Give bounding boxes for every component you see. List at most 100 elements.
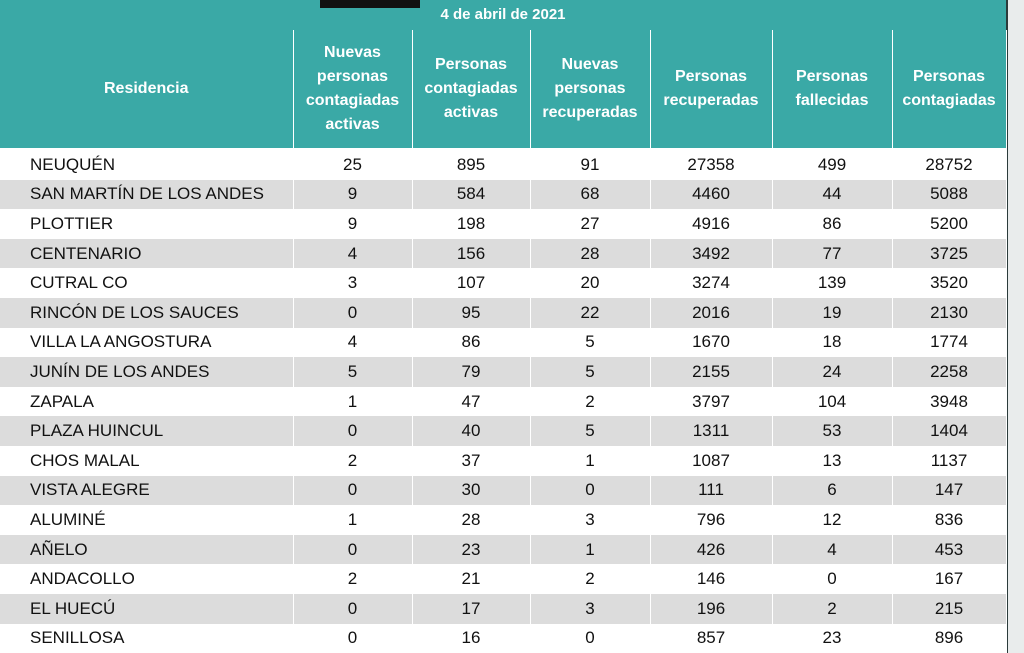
table-row: AÑELO 0 23 1 426 4 453 [0,534,1007,565]
cell: 3 [293,268,413,298]
cell: 6 [772,475,893,506]
residence-cell: RINCÓN DE LOS SAUCES [0,297,294,328]
cell: 0 [530,623,651,653]
cell: 0 [293,534,413,565]
column-header: Nuevas personas contagiadas activas [293,30,413,149]
cell: 499 [772,148,893,180]
cell: 18 [772,327,893,358]
cell: 426 [650,534,773,565]
cell: 584 [412,179,531,210]
cell: 3 [530,505,651,535]
cell: 68 [530,179,651,210]
cell: 22 [530,297,651,328]
cell: 146 [650,564,773,594]
cell: 0 [293,623,413,653]
cell: 23 [412,534,531,565]
cell: 28 [412,505,531,535]
table-row: NEUQUÉN 25 895 91 27358 499 28752 [0,148,1007,180]
cell: 0 [293,475,413,506]
cell: 836 [892,505,1007,535]
residence-cell: CUTRAL CO [0,268,294,298]
cell: 167 [892,564,1007,594]
table-row: PLOTTIER 9 198 27 4916 86 5200 [0,209,1007,239]
cell: 4 [293,327,413,358]
cell: 4 [772,534,893,565]
residence-cell: SENILLOSA [0,623,294,653]
residence-cell: SAN MARTÍN DE LOS ANDES [0,179,294,210]
cell: 25 [293,148,413,180]
cell: 857 [650,623,773,653]
redaction [320,0,420,8]
cell: 21 [412,564,531,594]
cell: 5 [530,357,651,387]
cell: 2 [293,564,413,594]
table-body: NEUQUÉN 25 895 91 27358 499 28752 SAN MARTÍN DE… [0,148,1007,653]
table-row: CUTRAL CO 3 107 20 3274 139 3520 [0,268,1007,298]
table-row: PLAZA HUINCUL 0 40 5 1311 53 1404 [0,416,1007,446]
cell: 104 [772,386,893,417]
table-row: CENTENARIO 4 156 28 3492 77 3725 [0,238,1007,269]
cell: 4916 [650,209,773,239]
cell: 12 [772,505,893,535]
cell: 198 [412,209,531,239]
cell: 796 [650,505,773,535]
cell: 156 [412,238,531,269]
cell: 95 [412,297,531,328]
cell: 5 [530,327,651,358]
cell: 86 [772,209,893,239]
cell: 5 [530,416,651,446]
cell: 5200 [892,209,1007,239]
residence-cell: JUNÍN DE LOS ANDES [0,357,294,387]
cell: 47 [412,386,531,417]
cell: 453 [892,534,1007,565]
cell: 86 [412,327,531,358]
cell: 5088 [892,179,1007,210]
cell: 23 [772,623,893,653]
date: 4 de abril de 2021 [440,6,566,23]
table-row: SENILLOSA 0 16 0 857 23 896 [0,623,1007,653]
top-bar: 4 de abril de 2021 [0,0,1006,30]
cell: 91 [530,148,651,180]
cell: 1404 [892,416,1007,446]
column-header: Personas recuperadas [650,30,773,149]
table-row: VISTA ALEGRE 0 30 0 111 6 147 [0,475,1007,506]
cell: 1 [293,505,413,535]
cell: 0 [293,416,413,446]
cell: 0 [530,475,651,506]
cell: 1087 [650,445,773,476]
column-header: Personas contagiadas activas [412,30,531,149]
cell: 1 [530,534,651,565]
cell: 3 [530,593,651,624]
cell: 79 [412,357,531,387]
cell: 28 [530,238,651,269]
cell: 40 [412,416,531,446]
cell: 2 [293,445,413,476]
residence-cell: VISTA ALEGRE [0,475,294,506]
residence-cell: AÑELO [0,534,294,565]
cell: 1311 [650,416,773,446]
cell: 3274 [650,268,773,298]
cell: 77 [772,238,893,269]
cell: 0 [293,297,413,328]
table-row: RINCÓN DE LOS SAUCES 0 95 22 2016 19 2130 [0,297,1007,328]
cell: 4460 [650,179,773,210]
cell: 5 [293,357,413,387]
cell: 27 [530,209,651,239]
cell: 2016 [650,297,773,328]
cell: 896 [892,623,1007,653]
cell: 3520 [892,268,1007,298]
cell: 17 [412,593,531,624]
cell: 20 [530,268,651,298]
cell: 3492 [650,238,773,269]
residence-cell: CHOS MALAL [0,445,294,476]
residence-cell: EL HUECÚ [0,593,294,624]
cell: 44 [772,179,893,210]
residence-cell: ALUMINÉ [0,505,294,535]
cell: 2 [530,386,651,417]
cell: 9 [293,179,413,210]
cell: 30 [412,475,531,506]
table: Residencia Nuevas personas contagiadas ac… [0,30,1007,653]
table-row: JUNÍN DE LOS ANDES 5 79 5 2155 24 2258 [0,357,1007,387]
column-header: Personas contagiadas [892,30,1007,149]
